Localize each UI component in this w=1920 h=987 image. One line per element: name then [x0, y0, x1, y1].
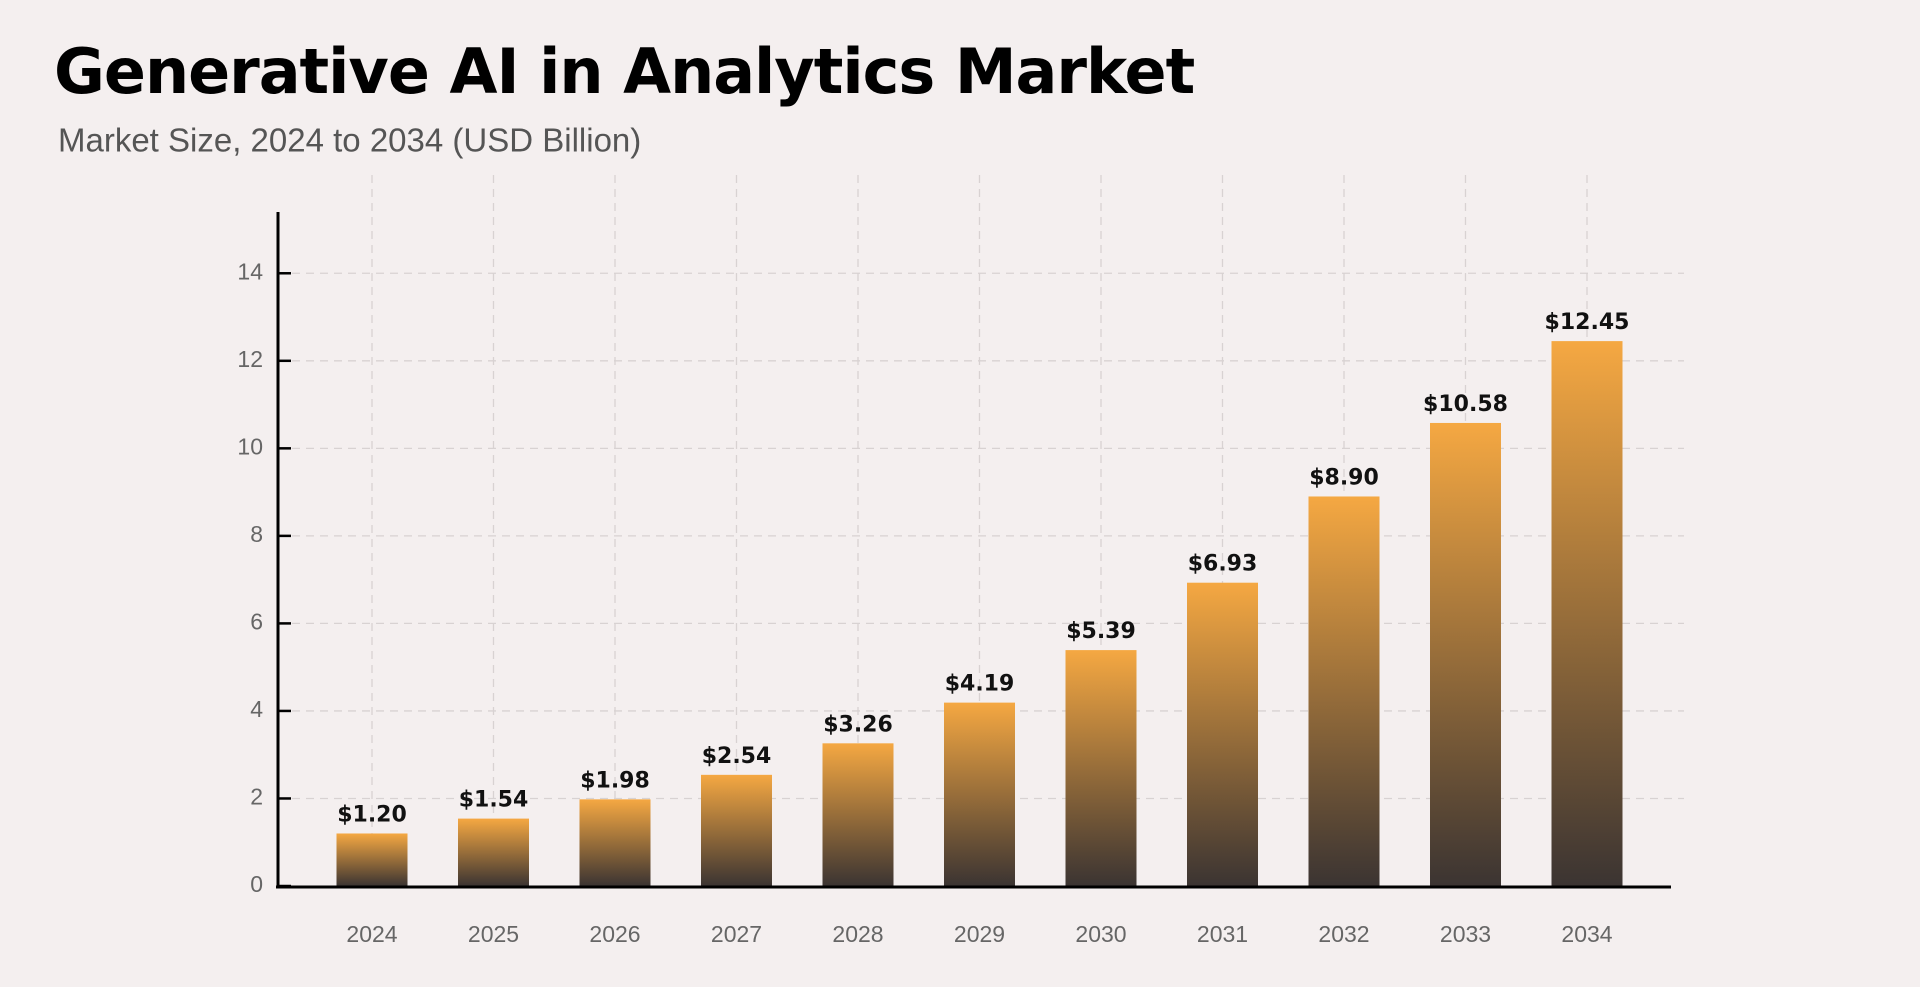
y-tick-label: 14 — [237, 258, 263, 284]
bar — [944, 702, 1015, 886]
y-tick-label: 8 — [250, 521, 263, 547]
y-tick-label: 12 — [237, 346, 263, 372]
chart-subtitle: Market Size, 2024 to 2034 (USD Billion) — [58, 122, 641, 159]
y-tick-label: 2 — [250, 784, 263, 810]
x-tick-label: 2027 — [711, 921, 762, 947]
bars — [336, 341, 1623, 887]
value-label: $4.19 — [945, 672, 1015, 697]
bar — [1308, 496, 1380, 886]
value-label: $1.98 — [580, 768, 650, 793]
value-label: $5.39 — [1066, 619, 1136, 644]
x-tick-label: 2028 — [832, 921, 883, 947]
value-label: $3.26 — [823, 712, 893, 737]
y-tick-label: 10 — [237, 433, 263, 459]
x-tick-label: 2034 — [1561, 921, 1612, 947]
x-tick-label: 2024 — [346, 921, 397, 947]
bar — [822, 743, 894, 886]
x-tick-label: 2033 — [1440, 921, 1491, 947]
value-label: $12.45 — [1545, 310, 1630, 335]
bar — [1065, 650, 1137, 886]
bar — [1187, 582, 1258, 886]
x-tick-label: 2029 — [954, 921, 1005, 947]
x-tick-label: 2026 — [589, 921, 640, 947]
y-tick-label: 4 — [250, 696, 263, 722]
value-label: $1.54 — [459, 788, 529, 813]
y-tick-label: 0 — [250, 871, 263, 897]
x-tick-label: 2030 — [1075, 921, 1126, 947]
value-label: $2.54 — [702, 744, 772, 769]
x-tick-label: 2025 — [468, 921, 519, 947]
chart-title: Generative AI in Analytics Market — [54, 35, 1195, 108]
value-label: $8.90 — [1309, 465, 1379, 490]
bar — [1430, 422, 1501, 886]
value-label: $6.93 — [1188, 552, 1258, 577]
bar — [701, 774, 772, 886]
bar — [1551, 341, 1623, 887]
bar — [579, 799, 651, 886]
value-label: $1.20 — [337, 802, 407, 827]
value-label: $10.58 — [1423, 392, 1508, 417]
x-tick-label: 2032 — [1318, 921, 1369, 947]
y-tick-label: 6 — [250, 608, 263, 634]
bar — [336, 833, 408, 886]
x-tick-label: 2031 — [1197, 921, 1248, 947]
bar — [458, 818, 529, 886]
